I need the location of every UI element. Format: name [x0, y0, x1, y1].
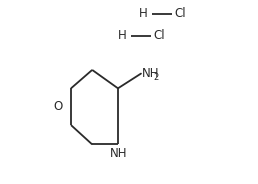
Text: 2: 2 [154, 73, 159, 82]
Text: NH: NH [110, 147, 128, 160]
Text: Cl: Cl [154, 29, 165, 42]
Text: H: H [139, 7, 147, 20]
Text: Cl: Cl [175, 7, 186, 20]
Text: H: H [117, 29, 126, 42]
Text: O: O [54, 100, 63, 113]
Text: NH: NH [142, 67, 160, 80]
